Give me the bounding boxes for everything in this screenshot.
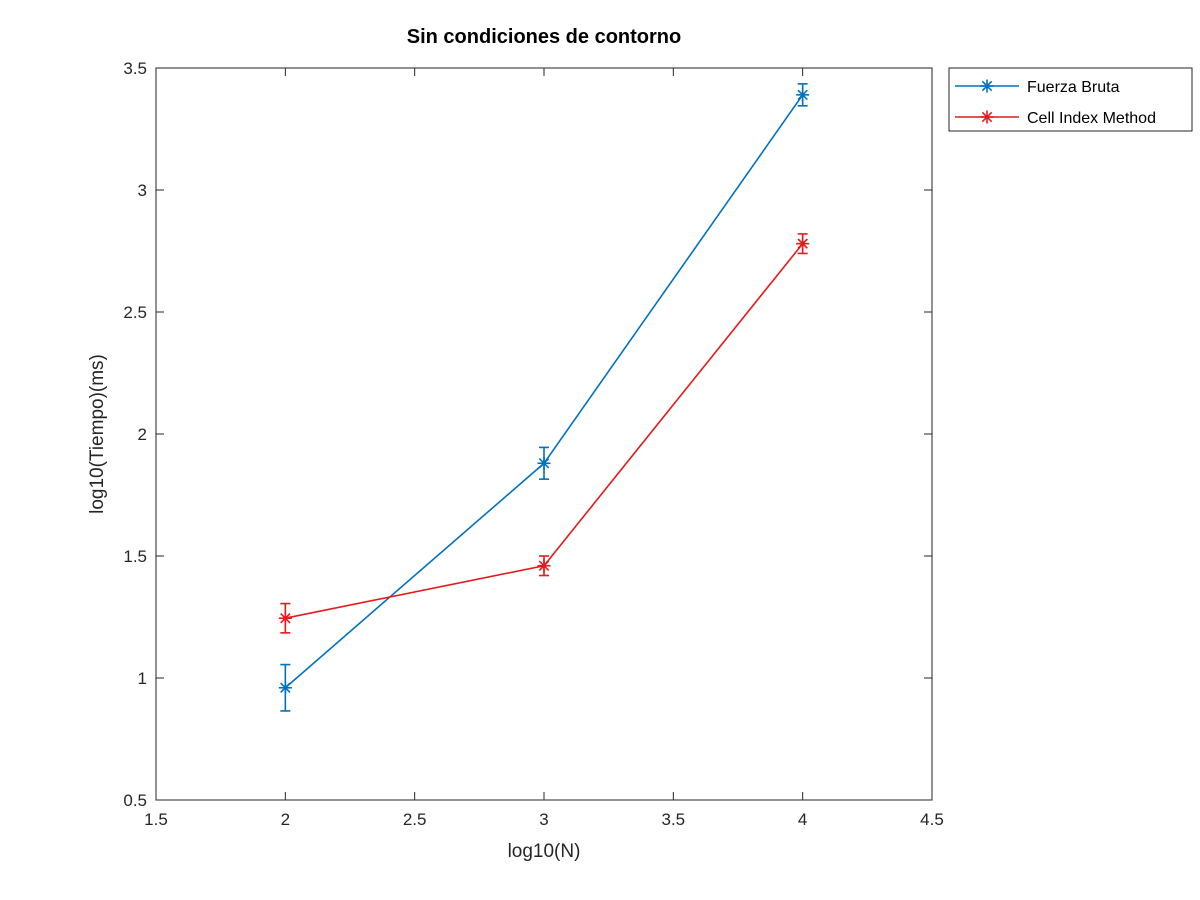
data-point	[537, 456, 551, 470]
legend-item-0: Fuerza Bruta	[955, 79, 1120, 96]
legend-marker	[980, 79, 994, 93]
y-tick-label: 3.5	[123, 59, 147, 78]
y-tick-label: 2.5	[123, 303, 147, 322]
x-tick-label: 4	[798, 810, 807, 829]
series-0	[278, 83, 810, 712]
x-tick-label: 1.5	[144, 810, 168, 829]
data-point	[537, 559, 551, 573]
data-point	[796, 237, 810, 251]
y-axis-label: log10(Tiempo)(ms)	[87, 354, 108, 514]
legend-items: Fuerza Bruta Cell Index Method	[955, 79, 1156, 127]
x-axis-label: log10(N)	[508, 841, 581, 862]
legend-marker	[980, 110, 994, 124]
legend-label: Cell Index Method	[1027, 110, 1156, 127]
chart-title: Sin condiciones de contorno	[407, 26, 681, 48]
x-tick-label: 3.5	[662, 810, 686, 829]
y-tick-label: 1.5	[123, 547, 147, 566]
y-tick-label: 2	[138, 425, 147, 444]
y-tick-label: 0.5	[123, 791, 147, 810]
x-tick-label: 3	[539, 810, 548, 829]
y-tick-label: 3	[138, 181, 147, 200]
plot-background	[156, 68, 932, 800]
legend-item-1: Cell Index Method	[955, 110, 1156, 127]
legend: Fuerza Bruta Cell Index Method	[948, 67, 1193, 132]
series-1	[278, 233, 810, 634]
data-point	[278, 681, 292, 695]
series-layer	[278, 83, 810, 712]
x-tick-label: 2	[281, 810, 290, 829]
ticks-layer: 1.5 2 2.5 3 3.5 4 4.5 0.5 1 1.5 2 2.5 3 3.5	[123, 59, 943, 829]
x-tick-label: 4.5	[920, 810, 944, 829]
data-point	[796, 88, 810, 102]
y-tick-label: 1	[138, 669, 147, 688]
legend-label: Fuerza Bruta	[1027, 79, 1120, 96]
data-point	[278, 611, 292, 625]
x-tick-label: 2.5	[403, 810, 427, 829]
